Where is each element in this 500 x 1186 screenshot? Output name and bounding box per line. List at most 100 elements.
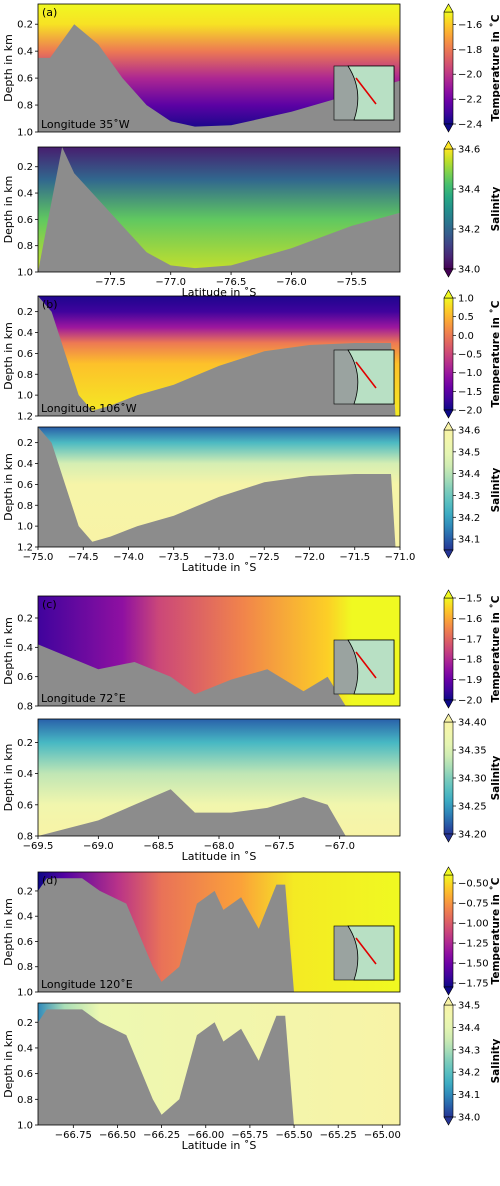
x-tick-label: −65.50 [276, 1130, 313, 1141]
colorbar-tick-label: −1.50 [458, 959, 489, 970]
colorbar: 34.5 34.4 34.3 34.2 34.1 34.0 Salinity [443, 996, 500, 1126]
y-tick-label: 0.2 [17, 738, 33, 749]
x-tick-label: −69.5 [23, 841, 54, 852]
location-inset-map [333, 349, 395, 405]
colorbar-tick-label: 34.25 [458, 802, 487, 813]
axes-frame [37, 3, 401, 133]
panel-label: (a) [42, 6, 57, 19]
x-tick-label: −74.5 [68, 552, 99, 563]
location-inset-map [333, 65, 395, 121]
location-inset-map [333, 639, 395, 695]
colorbar-tick-label: −2.0 [458, 406, 482, 417]
bathymetry [38, 644, 400, 706]
y-tick-label: 0.2 [17, 20, 33, 31]
colorbar-tick-label: −1.00 [458, 919, 489, 930]
y-tick-label: 1.0 [17, 988, 33, 999]
panel-label: (b) [42, 298, 58, 311]
colorbar-tick-label: 34.1 [458, 1090, 480, 1101]
y-tick-label: 0.6 [17, 215, 33, 226]
panel-6: 0.2 0.4 0.6 0.8 Depth in km −69.5 −69.0 −68.5 −6… [2, 713, 500, 863]
y-axis-label: Depth in km [2, 617, 15, 685]
y-tick-label: 0.2 [17, 1018, 33, 1029]
colorbar-tick-label: 34.20 [458, 830, 487, 841]
y-tick-label: 0.4 [17, 189, 33, 200]
colorbar: −1.6 −1.8 −2.0 −2.2 −2.4 Temperature in ˚C [443, 3, 500, 133]
colorbar-label: Salinity [490, 186, 500, 231]
colorbar-tick-label: −1.7 [458, 634, 482, 645]
colorbar-tick-label: 34.4 [458, 1023, 480, 1034]
axes-frame [37, 295, 401, 417]
x-tick-label: −73.5 [158, 552, 189, 563]
x-tick-label: −65.75 [231, 1130, 268, 1141]
colorbar-tick-label: −1.6 [458, 614, 482, 625]
x-tick-label: −71.0 [385, 552, 416, 563]
y-tick-label: 0.8 [17, 832, 33, 843]
bathymetry [38, 878, 400, 992]
y-tick-label: 0.8 [17, 101, 33, 112]
colorbar-tick-label: −1.5 [458, 387, 482, 398]
panel-label: (c) [42, 598, 57, 611]
x-tick-label: −76.5 [216, 277, 247, 288]
y-tick-label: 0.8 [17, 702, 33, 713]
x-axis-label: Latitude in ˚S [182, 850, 257, 863]
panel-5: 0.2 0.4 0.6 0.8 Depth in km (c) Longitude 72˚E… [2, 589, 500, 713]
x-tick-label: −65.00 [364, 1130, 401, 1141]
y-tick-label: 1.2 [17, 412, 33, 423]
panel-4: 0.2 0.4 0.6 0.8 1.0 1.2 Depth in km −75.0 −74.5 −… [2, 421, 500, 574]
colorbar-tick-label: 34.0 [458, 265, 480, 276]
y-tick-label: 0.2 [17, 438, 33, 449]
y-tick-label: 0.2 [17, 886, 33, 897]
location-inset-map [333, 925, 395, 981]
colorbar-tick-label: 1.0 [458, 294, 474, 305]
y-tick-label: 0.6 [17, 349, 33, 360]
y-tick-label: 0.6 [17, 672, 33, 683]
colorbar-tick-label: −0.75 [458, 899, 489, 910]
x-tick-label: −69.0 [83, 841, 114, 852]
y-axis-label: Depth in km [2, 453, 15, 521]
x-tick-label: −75.0 [23, 552, 54, 563]
bathymetry [38, 427, 400, 547]
colorbar-tick-label: 34.4 [458, 185, 480, 196]
colorbar-label: Temperature in ˚C [490, 877, 500, 984]
y-tick-label: 1.0 [17, 522, 33, 533]
colorbar: −0.50 −0.75 −1.00 −1.25 −1.50 −1.75 Temperatur… [443, 866, 500, 996]
axes-frame [37, 146, 401, 273]
y-tick-label: 1.0 [17, 391, 33, 402]
colorbar-tick-label: −1.8 [458, 655, 482, 666]
x-axis-label: Latitude in ˚S [182, 561, 257, 574]
colorbar-tick-label: −2.4 [458, 120, 482, 131]
colorbar-label: Salinity [490, 1038, 500, 1083]
panel-1: 0.2 0.4 0.6 0.8 1.0 Depth in km (a) Longitude 3… [2, 3, 500, 139]
colorbar-tick-label: −0.5 [458, 350, 482, 361]
y-tick-label: 0.4 [17, 459, 33, 470]
colorbar-tick-label: −1.0 [458, 368, 482, 379]
y-tick-label: 0.4 [17, 328, 33, 339]
x-tick-label: −66.00 [187, 1130, 224, 1141]
x-tick-label: −72.0 [294, 552, 325, 563]
y-tick-label: 0.6 [17, 1069, 33, 1080]
colorbar-tick-label: 0.0 [458, 331, 474, 342]
y-tick-label: 0.6 [17, 74, 33, 85]
colorbar-tick-label: 34.5 [458, 447, 480, 458]
colorbar-tick-label: −1.5 [458, 594, 482, 605]
x-tick-label: −66.50 [99, 1130, 136, 1141]
x-tick-label: −66.75 [55, 1130, 92, 1141]
colorbar-tick-label: 34.2 [458, 1068, 480, 1079]
y-axis-label: Depth in km [2, 322, 15, 390]
y-tick-label: 0.2 [17, 307, 33, 318]
colorbar-tick-label: 34.6 [458, 145, 480, 156]
colorbar-tick-label: −2.0 [458, 70, 482, 81]
colorbar-label: Salinity [490, 467, 500, 512]
y-tick-label: 0.2 [17, 614, 33, 625]
x-tick-label: −68.5 [143, 841, 174, 852]
colorbar-tick-label: −1.6 [458, 20, 482, 31]
x-tick-label: −67.0 [324, 841, 355, 852]
bathymetry [38, 296, 400, 416]
y-axis-label: Depth in km [2, 176, 15, 244]
colorbar-tick-label: 34.4 [458, 469, 480, 480]
y-tick-label: 0.6 [17, 800, 33, 811]
colorbar-tick-label: 34.2 [458, 513, 480, 524]
colorbar-tick-label: 34.6 [458, 426, 480, 437]
colorbar-tick-label: 0.5 [458, 312, 474, 323]
